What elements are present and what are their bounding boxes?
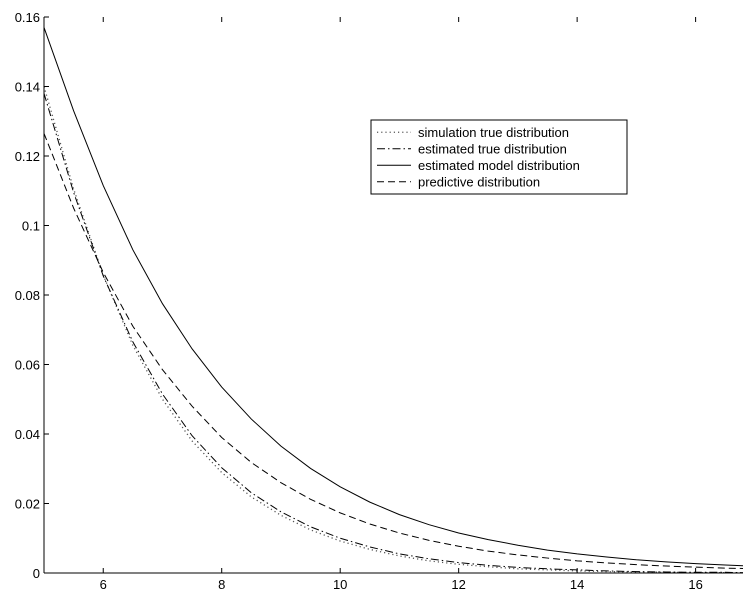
x-tick-label: 16 (688, 577, 702, 592)
axes-layer: 6 8 10 12 14 16 0 0.02 0.04 0.06 0.08 0.1 0.12 0.14 0.… (15, 10, 743, 592)
legend-label-3: estimated model distribution (418, 158, 580, 173)
x-tick-label: 6 (100, 577, 107, 592)
series-layer (43, 27, 743, 574)
y-tick-label: 0.02 (15, 497, 40, 512)
y-tick-label: 0.04 (15, 427, 40, 442)
x-tick-label: 12 (451, 577, 465, 592)
y-tick-label: 0 (33, 566, 40, 581)
y-tick-label: 0.16 (15, 10, 40, 25)
legend-box (370, 119, 628, 195)
series-line-2 (43, 93, 743, 574)
y-tick-label: 0.06 (15, 358, 40, 373)
series-line-3 (43, 27, 743, 567)
series-line-4 (43, 133, 743, 569)
y-tick-label: 0.14 (15, 80, 40, 95)
y-tick-label: 0.1 (22, 219, 40, 234)
legend-label-2: estimated true distribution (418, 141, 567, 156)
legend-label-1: simulation true distribution (418, 125, 569, 140)
x-tick-label: 14 (570, 577, 584, 592)
legend-label-4: predictive distribution (418, 174, 540, 189)
x-tick-label: 10 (333, 577, 347, 592)
y-tick-label: 0.12 (15, 149, 40, 164)
y-tick-label: 0.08 (15, 288, 40, 303)
x-tick-label: 8 (218, 577, 225, 592)
